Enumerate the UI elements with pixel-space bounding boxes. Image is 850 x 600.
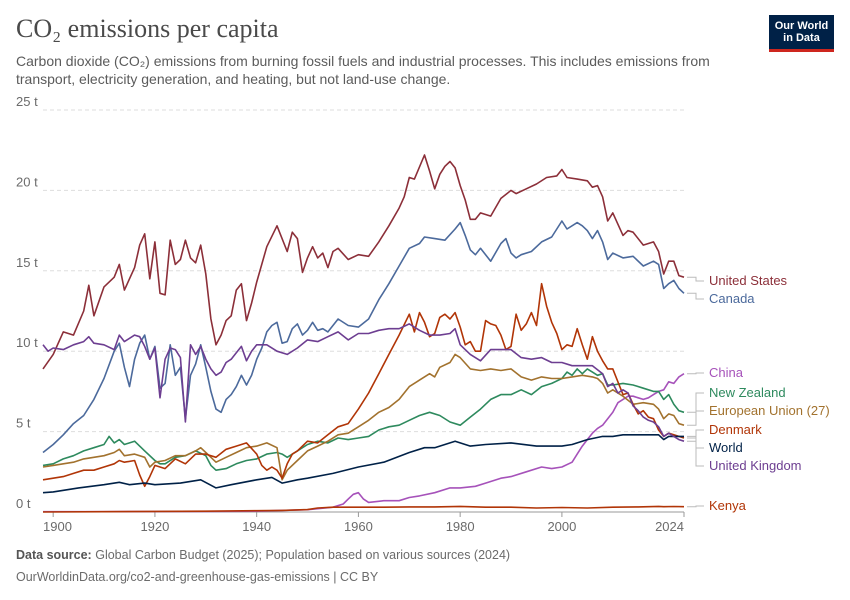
series-label-kenya: Kenya: [709, 498, 747, 513]
series-label-united-states: United States: [709, 273, 788, 288]
logo-accent-bar: [769, 49, 834, 52]
series-line-united-states: [42, 154, 685, 370]
owid-logo[interactable]: Our World in Data: [769, 15, 834, 52]
series-label-denmark: Denmark: [709, 422, 762, 437]
series-label-new-zealand: New Zealand: [709, 385, 786, 400]
data-source-label: Data source:: [16, 548, 92, 562]
series-line-world: [42, 434, 684, 494]
y-tick-label: 5 t: [16, 416, 31, 431]
chart-subtitle: Carbon dioxide (CO₂) emissions from burn…: [16, 53, 710, 87]
x-tick-label: 2000: [547, 519, 576, 534]
logo-line-1: Our World: [774, 20, 829, 32]
series-line-kenya: [42, 505, 685, 513]
y-tick-label: 20 t: [16, 174, 38, 189]
x-tick-label: 1920: [140, 519, 169, 534]
series-label-european-union-27: European Union (27): [709, 403, 830, 418]
series-label-united-kingdom: United Kingdom: [709, 458, 802, 473]
series-label-canada: Canada: [709, 291, 755, 306]
series-line-denmark: [42, 282, 685, 488]
y-tick-label: 25 t: [16, 94, 38, 109]
label-connector: [687, 505, 704, 508]
series-line-canada: [42, 220, 685, 454]
label-connector: [687, 440, 704, 467]
label-connector: [687, 429, 704, 439]
data-source: Data source: Global Carbon Budget (2025)…: [16, 548, 510, 562]
series-line-european-union-27: [42, 353, 685, 481]
label-connector: [687, 410, 704, 426]
series-line-new-zealand: [42, 368, 685, 471]
label-connector: [687, 292, 704, 300]
data-source-text: Global Carbon Budget (2025); Population …: [95, 548, 511, 562]
label-connector: [687, 372, 704, 375]
y-tick-label: 0 t: [16, 496, 31, 511]
logo-line-2: in Data: [783, 32, 820, 44]
series-line-china: [43, 373, 685, 513]
chart-title: CO₂ emissions per capita: [16, 14, 279, 43]
label-connector: [687, 392, 704, 413]
y-tick-label: 15 t: [16, 255, 38, 270]
series-line-united-kingdom: [42, 323, 685, 442]
series-label-china: China: [709, 365, 744, 380]
x-tick-label: 2024: [655, 519, 684, 534]
x-tick-label: 1900: [43, 519, 72, 534]
source-url-link[interactable]: OurWorldinData.org/co2-and-greenhouse-ga…: [16, 570, 379, 584]
y-tick-label: 10 t: [16, 335, 38, 350]
x-tick-label: 1960: [344, 519, 373, 534]
x-tick-label: 1980: [446, 519, 475, 534]
series-label-world: World: [709, 440, 743, 455]
label-connector: [687, 276, 704, 282]
x-tick-label: 1940: [242, 519, 271, 534]
